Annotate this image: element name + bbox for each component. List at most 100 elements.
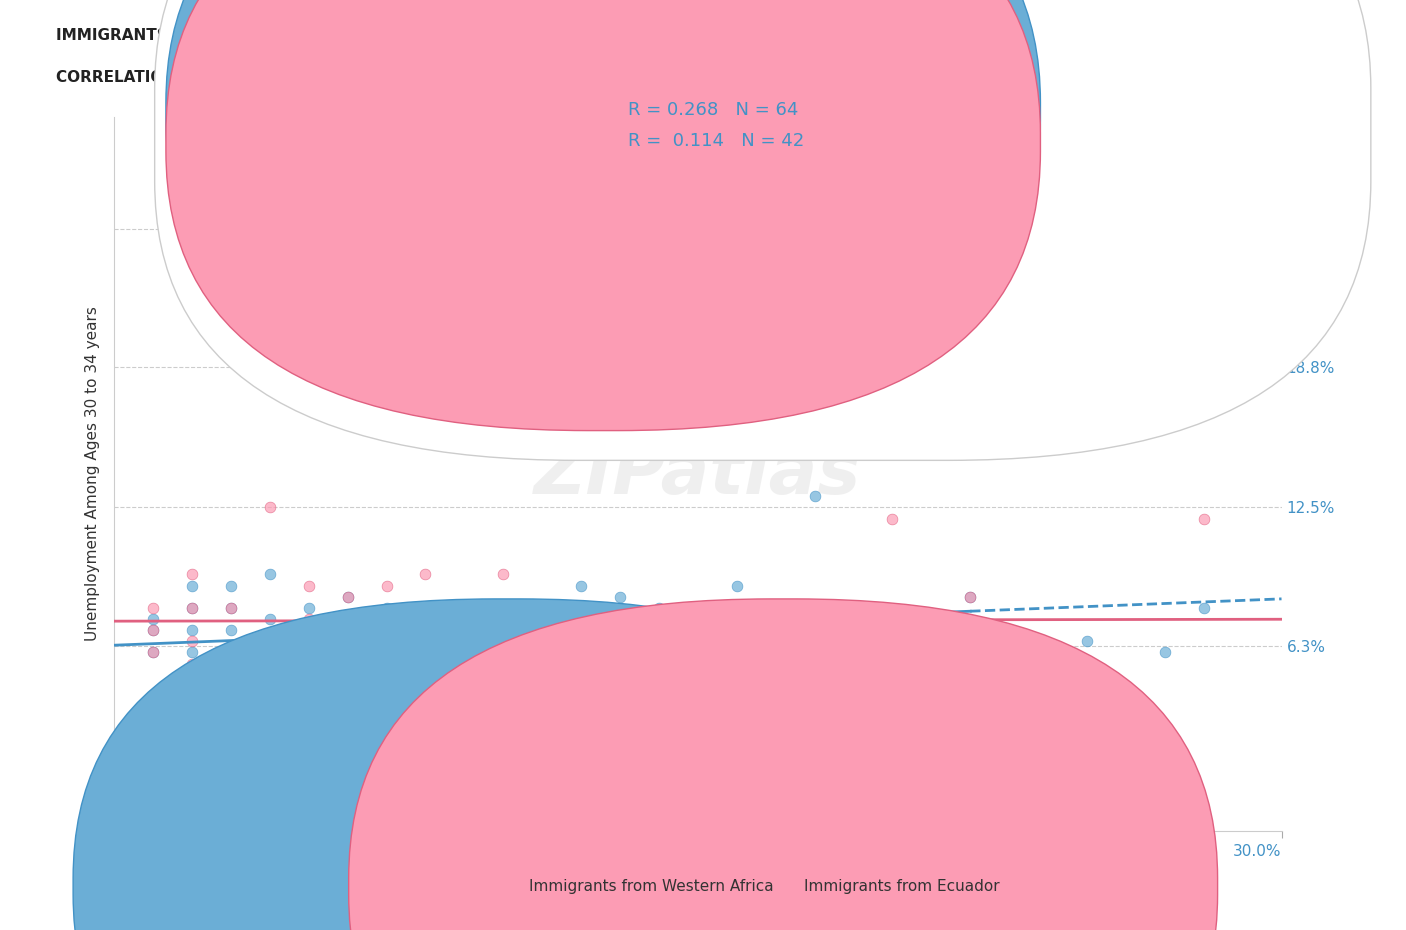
Point	[259, 689, 281, 704]
Point	[765, 678, 787, 693]
Point	[259, 634, 281, 649]
Point	[492, 656, 515, 671]
Point	[298, 689, 321, 704]
Point	[219, 667, 242, 682]
Point	[298, 612, 321, 627]
Point	[142, 601, 165, 616]
Text: Immigrants from Western Africa: Immigrants from Western Africa	[529, 879, 773, 894]
Point	[920, 333, 942, 348]
Point	[415, 567, 437, 582]
Text: 0.0%: 0.0%	[114, 844, 153, 859]
Point	[569, 623, 592, 638]
Point	[1192, 601, 1215, 616]
Text: IMMIGRANTS FROM WESTERN AFRICA VS IMMIGRANTS FROM ECUADOR UNEMPLOYMENT AMONG AGE: IMMIGRANTS FROM WESTERN AFRICA VS IMMIGR…	[56, 28, 1081, 43]
Point	[882, 512, 904, 526]
Point	[415, 601, 437, 616]
Point	[336, 590, 359, 604]
Point	[453, 667, 475, 682]
Point	[259, 500, 281, 515]
Text: R =  0.114   N = 42: R = 0.114 N = 42	[628, 132, 804, 151]
Point	[959, 590, 981, 604]
Point	[336, 656, 359, 671]
Point	[453, 634, 475, 649]
Point	[259, 634, 281, 649]
Point	[531, 645, 554, 660]
Point	[181, 567, 204, 582]
Point	[415, 678, 437, 693]
Text: ZIPatlas: ZIPatlas	[534, 440, 862, 509]
Point	[259, 567, 281, 582]
Point	[453, 601, 475, 616]
Point	[181, 578, 204, 593]
Point	[336, 612, 359, 627]
Point	[609, 590, 631, 604]
Point	[648, 623, 671, 638]
Point	[181, 634, 204, 649]
Point	[259, 667, 281, 682]
Point	[842, 689, 865, 704]
Point	[453, 623, 475, 638]
Point	[531, 612, 554, 627]
Point	[415, 634, 437, 649]
Point	[1153, 645, 1175, 660]
Point	[219, 689, 242, 704]
Text: R = 0.268   N = 64: R = 0.268 N = 64	[628, 100, 799, 119]
Point	[181, 656, 204, 671]
Point	[259, 612, 281, 627]
Point	[492, 634, 515, 649]
Text: 30.0%: 30.0%	[1233, 844, 1281, 859]
Point	[959, 590, 981, 604]
Point	[181, 645, 204, 660]
Point	[375, 645, 398, 660]
Point	[375, 656, 398, 671]
Point	[1192, 512, 1215, 526]
Text: Source: ZipAtlas.com: Source: ZipAtlas.com	[1216, 70, 1350, 83]
Text: CORRELATION CHART: CORRELATION CHART	[56, 70, 239, 85]
Point	[415, 656, 437, 671]
Point	[803, 489, 825, 504]
Point	[531, 601, 554, 616]
Point	[609, 612, 631, 627]
Point	[686, 612, 709, 627]
Point	[298, 645, 321, 660]
Text: Immigrants from Ecuador: Immigrants from Ecuador	[804, 879, 1000, 894]
Point	[298, 601, 321, 616]
Point	[765, 656, 787, 671]
Point	[569, 612, 592, 627]
Point	[259, 656, 281, 671]
Point	[882, 433, 904, 448]
Point	[219, 601, 242, 616]
Point	[686, 634, 709, 649]
Point	[609, 612, 631, 627]
Point	[648, 645, 671, 660]
Point	[336, 689, 359, 704]
Point	[1115, 778, 1137, 793]
Point	[219, 645, 242, 660]
Point	[569, 634, 592, 649]
Point	[648, 601, 671, 616]
Point	[375, 689, 398, 704]
Point	[415, 601, 437, 616]
Point	[569, 333, 592, 348]
Y-axis label: Unemployment Among Ages 30 to 34 years: Unemployment Among Ages 30 to 34 years	[86, 307, 100, 642]
Point	[375, 623, 398, 638]
Point	[298, 578, 321, 593]
Point	[336, 634, 359, 649]
Point	[569, 578, 592, 593]
Point	[1076, 634, 1098, 649]
Point	[298, 667, 321, 682]
Point	[336, 590, 359, 604]
Point	[298, 634, 321, 649]
Point	[181, 667, 204, 682]
Point	[181, 623, 204, 638]
Point	[336, 634, 359, 649]
Point	[219, 645, 242, 660]
Point	[375, 601, 398, 616]
Point	[142, 645, 165, 660]
Point	[219, 601, 242, 616]
Point	[298, 645, 321, 660]
Point	[803, 667, 825, 682]
Point	[415, 656, 437, 671]
Point	[453, 645, 475, 660]
Point	[219, 578, 242, 593]
